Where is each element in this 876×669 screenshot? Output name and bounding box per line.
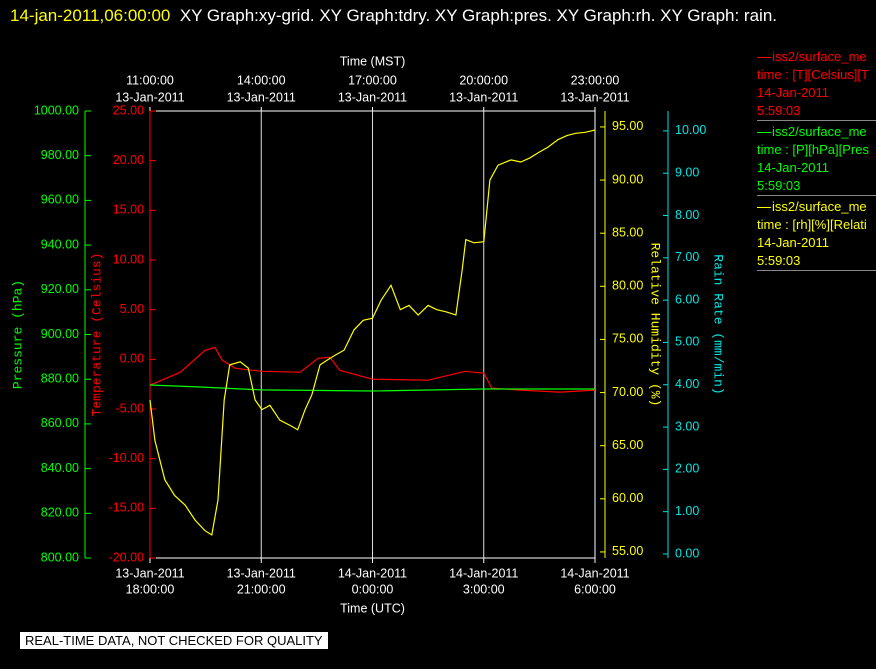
x2-tick-label: 13-Jan-2011 xyxy=(115,90,184,104)
x2-tick-label: 13-Jan-2011 xyxy=(449,90,518,104)
title: 14-jan-2011,06:00:00 XY Graph:xy-grid. X… xyxy=(10,2,860,30)
y-axis-title: Temperature (Celsius) xyxy=(89,253,104,417)
legend-text: 5:59:03 xyxy=(757,103,801,118)
legend-text: 14-Jan-2011 xyxy=(757,160,830,175)
y-tick-label: 0.00 xyxy=(675,546,699,560)
y-tick-label: 90.00 xyxy=(612,172,643,186)
legend-swatch xyxy=(757,132,771,134)
y-tick-label: -20.00 xyxy=(109,550,144,564)
x2-tick-label: 13-Jan-2011 xyxy=(338,90,407,104)
y-tick-label: 1000.00 xyxy=(34,103,79,117)
y-axis-title: Relative Humidity (%) xyxy=(648,243,663,407)
series-line xyxy=(149,129,596,536)
legend-name: iss2/surface_me xyxy=(772,199,867,214)
y-tick-label: 20.00 xyxy=(113,153,144,167)
y-tick-label: 55.00 xyxy=(612,544,643,558)
x2-tick-label: 11:00:00 xyxy=(126,73,174,87)
x2-tick-label: 20:00:00 xyxy=(459,73,508,87)
x2-tick-label: 17:00:00 xyxy=(348,73,397,87)
x2-axis-title: Time (MST) xyxy=(340,54,406,68)
y-tick-label: 800.00 xyxy=(41,550,79,564)
x-tick-label: 14-Jan-2011 xyxy=(338,566,407,580)
y-axis-title: Rain Rate (mm/min) xyxy=(711,254,726,394)
y-tick-label: 60.00 xyxy=(612,491,643,505)
y-tick-label: 1.00 xyxy=(675,504,699,518)
y-tick-label: 3.00 xyxy=(675,419,699,433)
y-tick-label: 9.00 xyxy=(675,165,699,179)
y-tick-label: 820.00 xyxy=(41,506,79,520)
legend-name-row: iss2/surface_me xyxy=(757,123,876,141)
y-tick-label: 7.00 xyxy=(675,250,699,264)
legend-text: 14-Jan-2011 xyxy=(757,235,830,250)
y-tick-label: 6.00 xyxy=(675,292,699,306)
x2-tick-label: 13-Jan-2011 xyxy=(560,90,629,104)
y-tick-label: 5.00 xyxy=(120,302,144,316)
x-tick-label: 0:00:00 xyxy=(352,582,394,596)
y-axis-title: Pressure (hPa) xyxy=(10,280,25,389)
legend-text: time : [P][hPa][Pres xyxy=(757,142,869,157)
y-tick-label: 900.00 xyxy=(41,327,79,341)
chart: 13-Jan-2011 18:00:00 13-Jan-2011 21:00:00 14… xyxy=(10,54,726,615)
y-tick-label: 80.00 xyxy=(612,279,643,293)
legend-text: 14-Jan-2011 xyxy=(757,85,830,100)
legend-text: time : [T][Celsius][T xyxy=(757,67,869,82)
y-tick-label: -15.00 xyxy=(109,501,144,515)
y-tick-label: 980.00 xyxy=(41,148,79,162)
y-tick-label: 65.00 xyxy=(612,438,643,452)
y-tick-label: 940.00 xyxy=(41,237,79,251)
x-tick-label: 6:00:00 xyxy=(574,582,616,596)
x2-tick-label: 13-Jan-2011 xyxy=(227,90,296,104)
y-tick-label: 10.00 xyxy=(113,252,144,266)
title-time: 14-jan-2011,06:00:00 xyxy=(10,6,171,25)
y-tick-label: 8.00 xyxy=(675,208,699,222)
x-tick-label: 14-Jan-2011 xyxy=(560,566,629,580)
x-tick-label: 18:00:00 xyxy=(126,582,175,596)
y-tick-label: 2.00 xyxy=(675,462,699,476)
y-tick-label: 95.00 xyxy=(612,119,643,133)
x-axis-title: Time (UTC) xyxy=(340,601,405,615)
quality-note: REAL-TIME DATA, NOT CHECKED FOR QUALITY xyxy=(20,632,328,649)
y-tick-label: 860.00 xyxy=(41,416,79,430)
legend-name: iss2/surface_me xyxy=(772,124,867,139)
y-tick-label: 840.00 xyxy=(41,461,79,475)
series-line xyxy=(149,384,595,392)
y-tick-label: 10.00 xyxy=(675,123,706,137)
legend-name: iss2/surface_me xyxy=(772,49,867,64)
legend-name-row: iss2/surface_me xyxy=(757,198,876,216)
y-tick-label: 920.00 xyxy=(41,282,79,296)
y-tick-label: 0.00 xyxy=(120,352,144,366)
y-tick-label: 880.00 xyxy=(41,371,79,385)
y-tick-label: 4.00 xyxy=(675,377,699,391)
legend-name-row: iss2/surface_me xyxy=(757,48,876,66)
y-tick-label: 85.00 xyxy=(612,225,643,239)
legend-swatch xyxy=(757,57,771,59)
legend: iss2/surface_me time : [T][Celsius][T 14-J… xyxy=(757,46,876,271)
y-tick-label: 15.00 xyxy=(113,203,144,217)
legend-text: 5:59:03 xyxy=(757,253,801,268)
y-tick-label: 5.00 xyxy=(675,335,699,349)
y-tick-label: -5.00 xyxy=(116,401,145,415)
x2-tick-label: 14:00:00 xyxy=(237,73,286,87)
y-tick-label: 70.00 xyxy=(612,385,643,399)
x-tick-label: 21:00:00 xyxy=(237,582,286,596)
x2-tick-label: 23:00:00 xyxy=(571,73,620,87)
legend-text: time : [rh][%][Relati xyxy=(757,217,867,232)
title-text: XY Graph:xy-grid. XY Graph:tdry. XY Grap… xyxy=(179,6,778,25)
legend-text: 5:59:03 xyxy=(757,178,801,193)
x-tick-label: 13-Jan-2011 xyxy=(115,566,184,580)
y-tick-label: 25.00 xyxy=(113,103,144,117)
y-tick-label: 75.00 xyxy=(612,332,643,346)
series-line xyxy=(149,346,596,393)
y-tick-label: 960.00 xyxy=(41,193,79,207)
y-tick-label: -10.00 xyxy=(109,451,144,465)
legend-swatch xyxy=(757,207,771,209)
x-tick-label: 14-Jan-2011 xyxy=(449,566,518,580)
x-tick-label: 3:00:00 xyxy=(463,582,505,596)
x-tick-label: 13-Jan-2011 xyxy=(227,566,296,580)
